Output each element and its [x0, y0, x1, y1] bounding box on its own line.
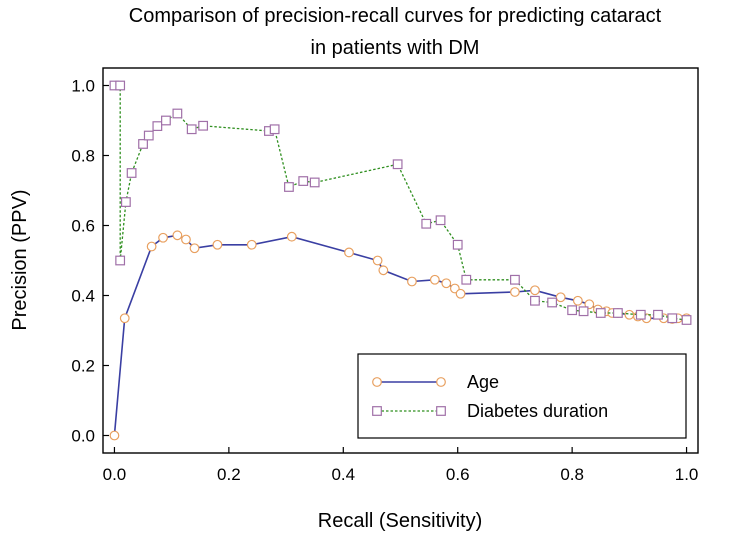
y-tick-label: 0.4 — [71, 287, 95, 306]
data-point — [635, 309, 646, 320]
plot-frame — [102, 67, 699, 454]
data-point — [435, 215, 446, 226]
series-line — [114, 84, 687, 321]
x-tick-label: 0.8 — [560, 465, 584, 484]
data-point — [421, 218, 432, 229]
data-point — [152, 121, 163, 132]
data-point — [198, 120, 209, 131]
data-point — [172, 108, 183, 119]
x-tick-label: 0.6 — [446, 465, 470, 484]
data-point — [309, 177, 320, 188]
data-point — [461, 274, 472, 285]
data-point — [284, 182, 294, 192]
data-point — [510, 274, 520, 285]
data-point — [530, 295, 540, 306]
data-point — [653, 309, 663, 320]
legend-marker — [436, 406, 446, 416]
data-point — [441, 278, 452, 289]
legend: Age Diabetes duration — [357, 353, 687, 439]
data-point — [146, 241, 157, 252]
data-point — [667, 313, 678, 324]
data-point — [455, 288, 466, 299]
data-point — [161, 115, 171, 126]
data-point — [344, 247, 354, 258]
data-point — [172, 230, 183, 241]
data-point — [452, 239, 463, 250]
data-point — [547, 297, 558, 308]
data-point — [246, 239, 257, 250]
data-point — [158, 232, 168, 243]
legend-marker — [436, 377, 446, 387]
data-point — [555, 292, 566, 303]
data-point — [378, 265, 389, 276]
data-point — [372, 255, 383, 266]
data-point — [212, 239, 223, 250]
data-point — [269, 124, 280, 135]
x-tick-label: 0.2 — [217, 465, 241, 484]
series-layer — [109, 80, 692, 441]
legend-marker — [372, 377, 382, 387]
data-point — [138, 139, 148, 149]
data-point — [298, 176, 309, 186]
legend-label: Diabetes duration — [467, 401, 608, 421]
x-tick-label: 0.4 — [331, 465, 355, 484]
x-tick-label: 1.0 — [675, 465, 699, 484]
data-point — [115, 255, 126, 266]
legend-items: Age Diabetes duration — [372, 372, 608, 421]
data-point — [119, 313, 130, 324]
data-point — [681, 315, 692, 325]
legend-item: Age — [372, 372, 499, 392]
legend-marker — [372, 406, 382, 416]
data-point — [530, 285, 540, 296]
data-point — [429, 274, 440, 285]
data-point — [115, 80, 126, 91]
data-point — [109, 430, 120, 441]
y-tick-label: 0.2 — [71, 357, 95, 376]
x-axis-label: Recall (Sensitivity) — [318, 510, 482, 532]
legend-label: Age — [467, 372, 499, 392]
chart-title-line-1: Comparison of precision-recall curves fo… — [129, 5, 662, 27]
data-point — [186, 124, 197, 135]
axis-ticks: 0.0 0.2 0.4 0.6 0.8 1.0 0.0 0.2 0.4 0.6 0.8 1.0 — [71, 77, 698, 485]
data-point — [595, 308, 606, 318]
y-tick-label: 0.8 — [71, 147, 95, 166]
data-point — [510, 287, 520, 297]
x-tick-label: 0.0 — [103, 465, 127, 484]
chart-title-line-2: in patients with DM — [311, 37, 480, 59]
data-point — [126, 168, 137, 178]
y-tick-label: 0.0 — [71, 427, 95, 446]
data-point — [181, 234, 191, 245]
data-point — [120, 197, 131, 207]
data-point — [189, 243, 200, 254]
y-axis-label: Precision (PPV) — [9, 189, 31, 330]
series-diabetes-duration — [109, 80, 692, 325]
data-point — [143, 130, 154, 141]
data-point — [572, 295, 583, 306]
data-point — [286, 231, 297, 242]
data-point — [407, 276, 417, 287]
legend-item: Diabetes duration — [372, 401, 608, 421]
data-point — [567, 305, 578, 316]
y-tick-label: 0.6 — [71, 217, 95, 236]
data-point — [578, 306, 589, 317]
y-tick-label: 1.0 — [71, 77, 95, 96]
data-point — [392, 159, 403, 170]
data-point — [613, 308, 623, 318]
legend-box — [357, 353, 687, 439]
